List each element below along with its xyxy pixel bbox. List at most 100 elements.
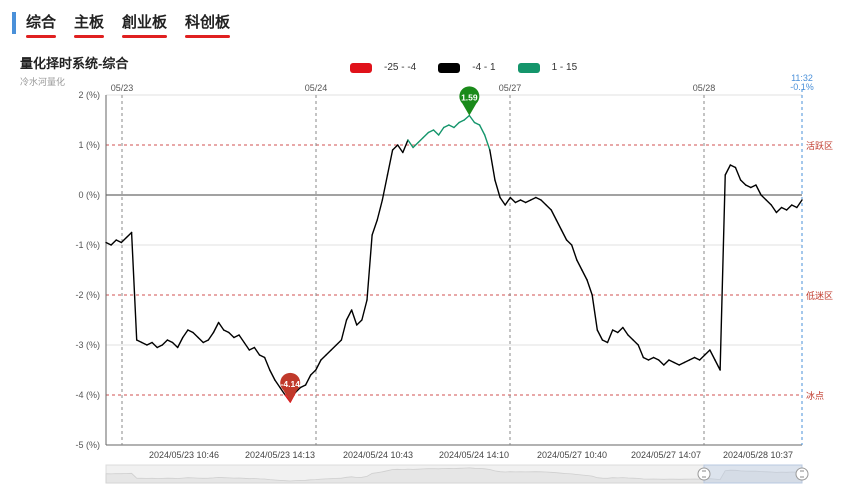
series-segment (391, 144, 399, 151)
tab-star-market[interactable]: 科创板 (185, 11, 231, 38)
series-segment (658, 359, 665, 366)
series-segment (381, 174, 389, 201)
y-tick-label: 0 (%) (78, 190, 100, 200)
series-segment (524, 199, 532, 204)
series-segment (704, 349, 711, 356)
series-segment (453, 121, 460, 129)
series-segment (366, 234, 373, 301)
series-segment (791, 204, 798, 209)
series-segment (320, 354, 327, 361)
market-tabs: 综合 主板 創业板 科创板 (12, 11, 248, 38)
last-point-time: 11:32 (791, 73, 813, 83)
zoom-slider-preview (105, 467, 803, 484)
series-segment (698, 354, 706, 361)
series-segment (514, 199, 522, 204)
series-segment (663, 359, 670, 366)
series-segment (136, 339, 143, 344)
series-segment (509, 196, 517, 204)
series-segment (719, 174, 726, 371)
series-segment (402, 139, 409, 154)
series-segment (647, 356, 655, 361)
series-segment (432, 129, 440, 136)
series-segment (238, 334, 245, 344)
series-segment (274, 379, 281, 389)
series-segment (709, 349, 716, 361)
series-segment (207, 331, 215, 341)
series-segment (386, 149, 394, 176)
series-segment (468, 114, 476, 124)
day-label: 05/28 (693, 83, 716, 93)
series-segment (734, 166, 742, 181)
tab-all[interactable]: 综合 (26, 11, 57, 38)
series-segment (576, 259, 583, 271)
series-segment (228, 331, 235, 339)
series-segment (560, 229, 568, 241)
legend-swatch-high (517, 62, 540, 73)
legend-item-low[interactable]: -25 - -4 (350, 62, 416, 73)
series-segment (673, 361, 680, 366)
series-segment (530, 196, 537, 201)
series-segment (212, 321, 220, 334)
chart-subtitle: 冷水河量化 (20, 77, 66, 87)
series-segment (120, 236, 128, 244)
tab-main-board[interactable]: 主板 (74, 11, 105, 38)
series-segment (146, 341, 153, 346)
series-segment (484, 134, 491, 151)
series-segment (253, 346, 261, 356)
series-segment (315, 359, 322, 371)
series-segment (745, 184, 752, 189)
min-marker-label: -4.14 (281, 379, 301, 389)
legend-item-high[interactable]: 1 - 15 (517, 62, 578, 73)
y-tick-label: -2 (%) (76, 290, 101, 300)
series-segment (622, 326, 629, 336)
max-marker-label: 1.59 (461, 93, 478, 103)
min-marker-pin (280, 372, 301, 402)
series-segment (335, 339, 343, 346)
series-segment (765, 199, 772, 206)
series-segment (473, 121, 481, 126)
series-segment (258, 354, 266, 359)
series-segment (606, 329, 614, 344)
series-segment (223, 329, 230, 334)
series-segment (361, 299, 368, 321)
series-segment (478, 124, 486, 136)
zoom-handle-right[interactable] (795, 467, 809, 481)
series-segment (785, 204, 793, 211)
day-label: 05/27 (499, 83, 522, 93)
series-segment (350, 309, 358, 326)
legend-item-mid[interactable]: -4 - 1 (438, 62, 496, 73)
series-segment (243, 341, 250, 351)
series-segment (611, 329, 619, 334)
series-segment (233, 334, 240, 339)
series-segment (345, 309, 353, 321)
legend-swatch-low (350, 62, 372, 73)
series-segment (202, 339, 210, 344)
series-segment (279, 386, 286, 396)
series-segment (642, 356, 650, 361)
series-segment (775, 206, 783, 214)
series-segment (141, 341, 148, 346)
legend-label-mid: -4 - 1 (472, 62, 496, 73)
series-segment (192, 331, 199, 339)
series-segment (550, 209, 558, 221)
last-point-value: -0.1% (790, 82, 814, 92)
series-segment (586, 279, 593, 296)
series-segment (130, 231, 138, 341)
zoom-handle-left[interactable] (697, 467, 711, 481)
threshold-label: 低迷区 (806, 290, 833, 301)
series-segment (596, 329, 604, 341)
series-segment (601, 339, 609, 344)
series-segment (668, 359, 675, 364)
series-segment (652, 356, 660, 361)
series-segment (166, 339, 174, 344)
series-segment (376, 199, 384, 221)
series-segment (463, 114, 471, 121)
max-marker-pin (459, 86, 480, 116)
series-segment (176, 336, 184, 349)
series-segment (284, 394, 291, 403)
series-segment (770, 204, 778, 214)
series-segment (371, 219, 378, 236)
legend-label-high: 1 - 15 (551, 62, 578, 73)
tab-chinext[interactable]: 創业板 (122, 11, 168, 38)
